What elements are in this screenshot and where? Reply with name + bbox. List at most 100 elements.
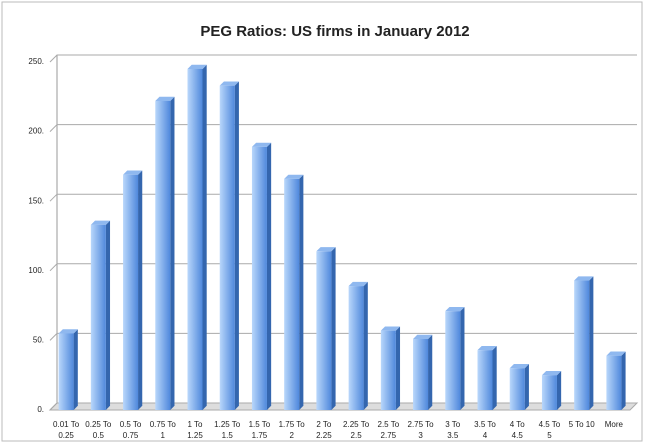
x-tick-line: 2.25 xyxy=(316,431,332,440)
x-tick-line: 0.25 xyxy=(58,431,74,440)
bar-top xyxy=(445,306,465,312)
x-tick-line: 3.5 To xyxy=(474,420,496,429)
grid-line xyxy=(49,263,637,272)
x-tick-line: 2 To xyxy=(316,420,332,429)
x-tick-label: 3.5 To 4 xyxy=(474,420,496,440)
x-tick-label: 2.5 To 2.75 xyxy=(378,420,400,440)
bar xyxy=(541,375,557,410)
bar xyxy=(58,333,74,410)
x-tick-line: 1.5 xyxy=(222,431,234,440)
chart-title: PEG Ratios: US firms in January 2012 xyxy=(200,23,469,40)
bar xyxy=(316,251,332,410)
x-tick-label: 0.75 To 1 xyxy=(150,420,177,440)
bar-side xyxy=(492,345,497,410)
bar-side xyxy=(589,276,594,410)
y-tick-label: 0. xyxy=(37,405,44,414)
x-tick-label: 1 To 1.25 xyxy=(187,420,203,440)
bar-top xyxy=(187,64,207,69)
bar-top xyxy=(380,326,401,331)
bar xyxy=(187,68,203,411)
grid-line xyxy=(49,332,637,341)
bar xyxy=(348,286,364,410)
x-tick-line: 1.75 xyxy=(252,431,268,440)
x-tick-line: 1.25 xyxy=(187,431,203,440)
x-tick-label: 1.25 To 1.5 xyxy=(214,420,241,440)
x-tick-label: 5 To 10 xyxy=(569,420,596,429)
x-tick-label: 2 To 2.25 xyxy=(316,420,332,440)
bar xyxy=(509,368,525,410)
x-tick-line: 0.25 To xyxy=(85,420,112,429)
bar-top xyxy=(316,247,336,252)
bar-top xyxy=(413,334,433,340)
x-tick-line: 2.5 To xyxy=(378,420,400,429)
x-tick-line: 4 xyxy=(483,431,488,440)
bar xyxy=(123,174,139,410)
x-tick-line: 1.5 To xyxy=(249,420,271,429)
bar-top xyxy=(123,170,143,175)
grid-line xyxy=(49,54,637,63)
x-tick-line: 1.25 To xyxy=(214,420,241,429)
bar-side xyxy=(395,326,401,410)
bar xyxy=(477,350,493,410)
bar xyxy=(90,224,106,410)
x-tick-line: 0.75 xyxy=(123,431,139,440)
bar xyxy=(606,355,622,410)
bar-side xyxy=(138,170,143,410)
bar-top xyxy=(155,96,175,101)
y-tick-label: 200. xyxy=(28,127,44,136)
x-tick-line: 1 To xyxy=(188,420,204,429)
x-tick-label: 4 To 4.5 xyxy=(510,420,526,440)
x-tick-line: 4.5 xyxy=(512,431,524,440)
bar xyxy=(219,85,235,410)
x-tick-line: 0.01 To xyxy=(53,420,80,429)
x-tick-line: 3.5 xyxy=(447,431,459,440)
grid-line xyxy=(49,124,637,132)
bar-side xyxy=(556,371,562,410)
grid-line xyxy=(49,193,637,202)
x-tick-label: 2.25 To 2.5 xyxy=(343,420,370,440)
bar xyxy=(574,280,590,410)
x-tick-line: 2.75 To xyxy=(408,420,435,429)
bar-top xyxy=(284,174,304,179)
bar-top xyxy=(251,142,272,147)
y-tick-label: 100. xyxy=(28,266,44,275)
bar xyxy=(380,330,396,410)
bar-top xyxy=(606,351,626,356)
bar-side xyxy=(460,306,465,410)
x-tick-label: 1.75 To 2 xyxy=(279,420,306,440)
bar xyxy=(155,100,171,410)
x-tick-line: 2 xyxy=(289,431,294,440)
bar-top xyxy=(58,329,78,334)
x-tick-label: More xyxy=(605,420,624,429)
x-tick-label: 0.25 To 0.5 xyxy=(85,420,112,440)
bar xyxy=(284,178,300,410)
x-tick-line: 1 xyxy=(161,431,166,440)
bar-side xyxy=(621,351,626,410)
x-tick-line: 0.75 To xyxy=(150,420,177,429)
x-tick-label: 0.01 To 0.25 xyxy=(53,420,80,440)
bar-side xyxy=(266,142,272,410)
bar-side xyxy=(524,364,529,410)
bar-side xyxy=(73,329,78,410)
bar-side xyxy=(331,247,336,410)
bar xyxy=(413,339,429,410)
bar-top xyxy=(219,81,239,86)
bar-side xyxy=(428,334,433,410)
x-tick-line: 2.5 xyxy=(351,431,363,440)
y-tick-label: 50. xyxy=(33,336,44,345)
x-tick-line: 5 xyxy=(547,431,552,440)
x-tick-line: 4 To xyxy=(510,420,526,429)
x-tick-label: 4.5 To 5 xyxy=(539,420,561,440)
grid-line xyxy=(49,402,637,411)
bar-top xyxy=(509,364,529,369)
x-tick-line: 3 To xyxy=(445,420,461,429)
bar-side xyxy=(363,281,368,410)
x-tick-label: 1.5 To 1.75 xyxy=(249,420,271,440)
bar-side xyxy=(105,220,111,410)
bar-top xyxy=(574,276,594,281)
x-tick-line: 0.5 xyxy=(93,431,105,440)
x-tick-line: 0.5 To xyxy=(120,420,142,429)
x-tick-label: 2.75 To 3 xyxy=(408,420,435,440)
x-tick-label: 3 To 3.5 xyxy=(445,420,461,440)
